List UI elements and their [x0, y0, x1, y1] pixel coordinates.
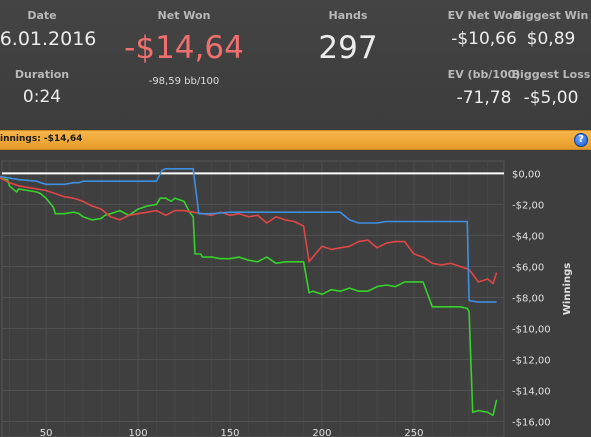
- help-icon[interactable]: ?: [574, 133, 588, 147]
- x-tick-label: 250: [404, 428, 423, 437]
- chart-title: innings: -$14,64: [0, 134, 83, 144]
- winnings-chart: $0,00 -$2,00 -$4,00 -$6,00 -$8,00 -$10,00 -$12…: [0, 151, 591, 437]
- biggest-win-value: $0,89: [526, 29, 576, 49]
- ev-bb-label: EV (bb/100): [447, 68, 521, 81]
- y-axis-label: Winnings: [562, 263, 573, 315]
- series-line-0: [0, 177, 498, 417]
- winnings-chart-svg: $0,00 -$2,00 -$4,00 -$6,00 -$8,00 -$10,00 -$12…: [0, 160, 573, 437]
- y-tick-label: -$12,00: [512, 355, 551, 366]
- biggest-loss-value: -$5,00: [523, 88, 579, 108]
- y-tick-label: -$16,00: [512, 417, 551, 428]
- bb-per-100: -98,59 bb/100: [148, 76, 220, 87]
- duration-label: Duration: [14, 68, 70, 81]
- series-line-1: [0, 177, 498, 285]
- chart-title-bar: innings: -$14,64 ?: [0, 130, 591, 150]
- session-stats-panel: Date 16.01.2016 Duration 0:24 Net Won -$…: [0, 0, 591, 129]
- biggest-win-label: Biggest Win: [513, 9, 589, 22]
- x-tick-label: 150: [220, 428, 239, 437]
- x-tick-label: 50: [40, 428, 53, 437]
- ev-bb-value: -71,78: [456, 88, 512, 108]
- date-label: Date: [27, 9, 57, 22]
- y-tick-label: $0,00: [512, 169, 541, 180]
- net-won-value: -$14,64: [124, 30, 244, 66]
- duration-value: 0:24: [22, 87, 62, 107]
- x-tick-label: 200: [312, 428, 331, 437]
- y-tick-label: -$4,00: [512, 231, 544, 242]
- biggest-loss-label: Biggest Loss: [511, 68, 591, 81]
- y-tick-label: -$14,00: [512, 386, 551, 397]
- plot-area: [1, 160, 505, 437]
- series-line-2: [0, 168, 497, 303]
- x-tick-label: 100: [129, 428, 148, 437]
- y-tick-label: -$8,00: [512, 293, 544, 304]
- ev-net-won-label: EV Net Won: [447, 9, 521, 22]
- hands-value: 297: [318, 30, 378, 66]
- y-tick-label: -$10,00: [512, 324, 551, 335]
- ev-net-won-value: -$10,66: [451, 29, 517, 49]
- net-won-label: Net Won: [157, 9, 211, 22]
- hands-label: Hands: [328, 9, 368, 22]
- y-tick-label: -$6,00: [512, 262, 544, 273]
- y-tick-label: -$2,00: [512, 200, 544, 211]
- date-value: 16.01.2016: [0, 28, 97, 50]
